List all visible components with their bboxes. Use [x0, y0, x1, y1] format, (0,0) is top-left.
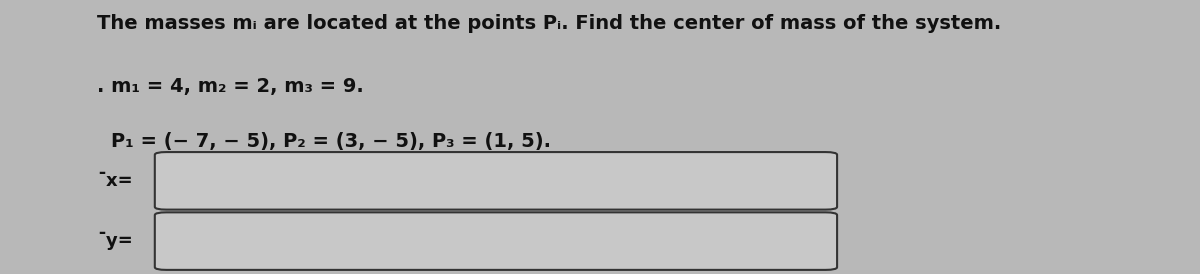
Text: ¯y=: ¯y= [97, 232, 133, 250]
FancyBboxPatch shape [155, 152, 838, 210]
Text: P₁ = (− 7, − 5), P₂ = (3, − 5), P₃ = (1, 5).: P₁ = (− 7, − 5), P₂ = (3, − 5), P₃ = (1,… [112, 132, 551, 150]
Text: ¯x=: ¯x= [97, 172, 133, 190]
Text: . m₁ = 4, m₂ = 2, m₃ = 9.: . m₁ = 4, m₂ = 2, m₃ = 9. [97, 77, 365, 96]
Text: The masses mᵢ are located at the points Pᵢ. Find the center of mass of the syste: The masses mᵢ are located at the points … [97, 14, 1002, 33]
FancyBboxPatch shape [155, 212, 838, 270]
